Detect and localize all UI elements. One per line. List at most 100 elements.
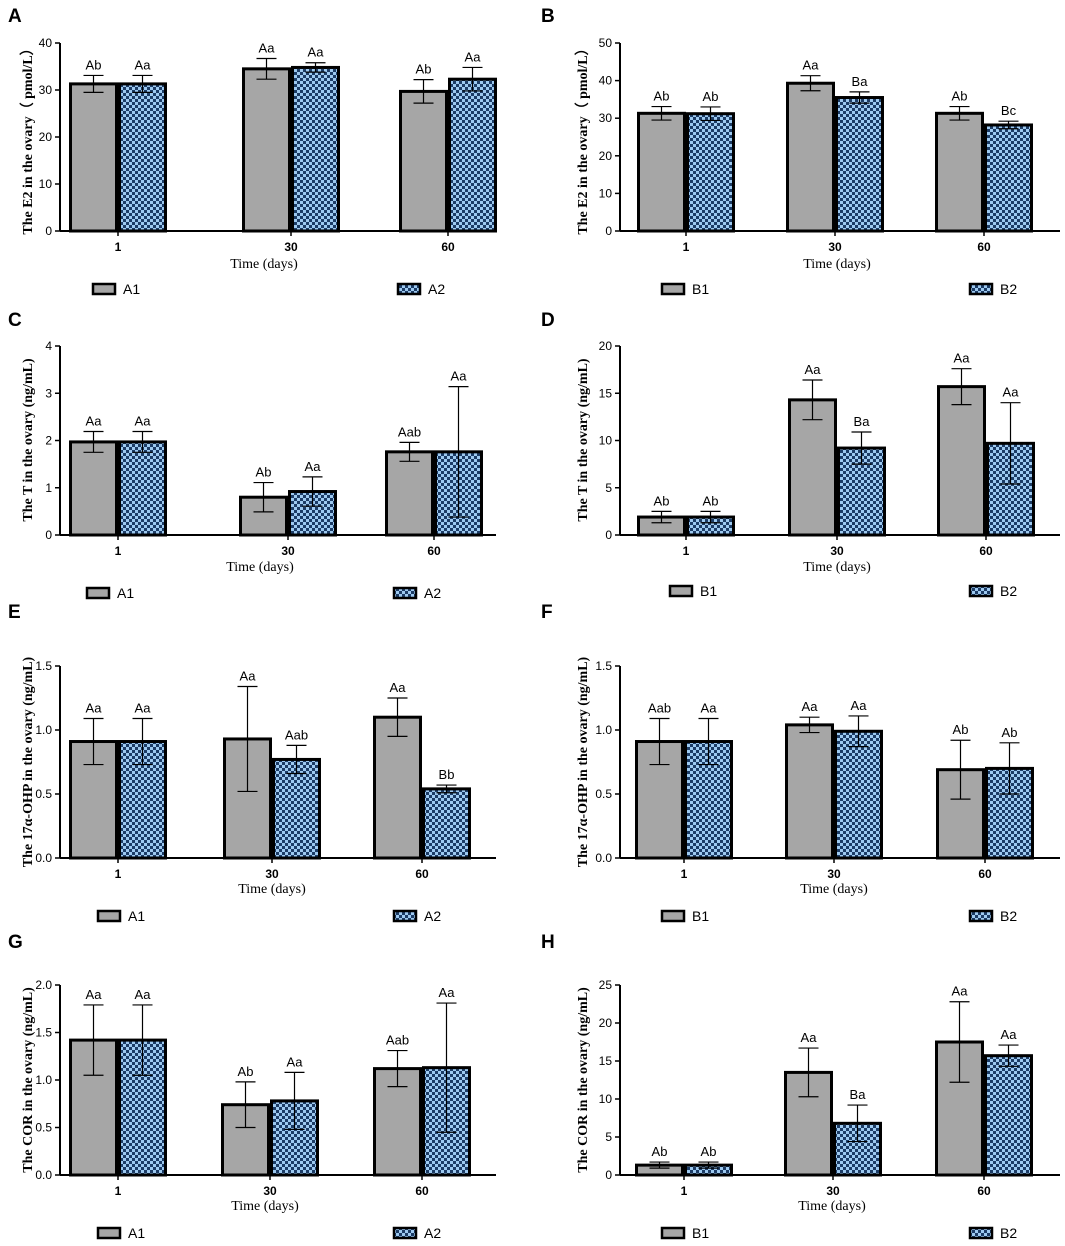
- x-axis-title: Time (days): [798, 1199, 866, 1214]
- y-tick-label: 15: [599, 1054, 613, 1068]
- significance-label: Aa: [439, 985, 456, 1000]
- x-axis-title: Time (days): [226, 560, 294, 575]
- x-tick-label: 30: [828, 240, 842, 254]
- legend-swatch: [968, 909, 994, 923]
- bar-a2-day-1: [118, 440, 167, 537]
- error-bar: [698, 717, 719, 766]
- legend-item-b1: B1: [660, 281, 709, 297]
- y-tick-label: 20: [599, 1016, 613, 1030]
- x-tick-label: 30: [263, 1184, 277, 1198]
- y-axis-title: The T in the ovary (ng/mL): [576, 358, 591, 522]
- error-bar: [649, 1161, 670, 1169]
- legend-swatch: [392, 909, 418, 923]
- error-bar: [849, 91, 870, 104]
- legend-label: A1: [128, 908, 145, 924]
- legend-item-a1: A1: [96, 908, 145, 924]
- x-tick-label: 30: [284, 240, 298, 254]
- error-bar: [651, 510, 672, 524]
- bar-b1-day-30: [786, 81, 835, 233]
- bar-b1-day-1: [637, 111, 686, 233]
- x-tick-label: 60: [979, 544, 993, 558]
- significance-label: Aa: [135, 987, 152, 1002]
- y-tick-label: 1.0: [35, 723, 52, 737]
- error-bar: [998, 120, 1019, 130]
- panel-d: D 0 5 10 15 20 1 Ab Ab 30 Aa Ba 60 Aa Aa Time (days) The…: [541, 310, 1060, 599]
- error-bar: [132, 1004, 153, 1076]
- bar-a1-day-60: [385, 450, 434, 537]
- bar-a2-day-30: [272, 757, 321, 860]
- y-axis-title: The COR in the ovary (ng/mL): [576, 987, 591, 1173]
- bar-a1-day-1: [69, 440, 118, 537]
- legend-swatch: [96, 909, 122, 923]
- error-bar: [998, 1044, 1019, 1067]
- y-axis-title: The E2 in the ovary（ pmol/L）: [20, 41, 36, 234]
- x-tick-label: 60: [427, 544, 441, 558]
- x-tick-label: 60: [415, 1184, 429, 1198]
- error-bar: [237, 685, 258, 793]
- legend-item-b2: B2: [968, 583, 1017, 599]
- y-tick-label: 20: [39, 130, 53, 144]
- error-bar: [448, 386, 469, 518]
- y-tick-label: 0: [45, 224, 52, 238]
- x-tick-label: 1: [683, 544, 690, 558]
- y-tick-label: 0: [605, 224, 612, 238]
- significance-label: Aa: [86, 414, 103, 429]
- error-bar: [950, 739, 971, 800]
- bar-b2-day-1: [684, 740, 733, 860]
- error-bar: [651, 105, 672, 121]
- bar-b2-day-60: [984, 1054, 1033, 1177]
- error-bar: [235, 1081, 256, 1129]
- y-tick-label: 0: [605, 1168, 612, 1182]
- significance-label: Aa: [805, 362, 822, 377]
- x-tick-label: 30: [265, 867, 279, 881]
- bar-b1-day-60: [935, 111, 984, 233]
- error-bar: [436, 784, 457, 794]
- significance-label: Ab: [1002, 725, 1018, 740]
- error-bar: [305, 62, 326, 73]
- significance-label: Aab: [648, 700, 671, 715]
- y-tick-label: 0.0: [595, 851, 612, 865]
- error-bar: [851, 431, 872, 465]
- bar-b1-day-30: [788, 398, 837, 537]
- significance-label: Aa: [451, 369, 468, 384]
- legend-item-a2: A2: [392, 1225, 441, 1241]
- panel-e: E 0.0 0.5 1.0 1.5 1 Aa Aa 30 Aa Aab 60 Aa Bb Time (day…: [8, 602, 496, 924]
- bar-a1-day-60: [399, 89, 448, 233]
- significance-label: Ba: [850, 1087, 867, 1102]
- legend-item-b1: B1: [668, 583, 717, 599]
- legend-label: B1: [692, 1225, 709, 1241]
- y-tick-label: 30: [39, 83, 53, 97]
- error-bar: [700, 106, 721, 122]
- x-axis-title: Time (days): [238, 882, 306, 897]
- legend-swatch: [968, 1226, 994, 1240]
- legend-swatch: [396, 282, 422, 296]
- error-bar: [387, 1049, 408, 1088]
- significance-label: Aa: [86, 987, 103, 1002]
- y-axis-title: The 17α-OHP in the ovary (ng/mL): [21, 656, 36, 867]
- error-bar: [253, 481, 274, 513]
- legend-swatch: [96, 1226, 122, 1240]
- y-tick-label: 1.0: [35, 1073, 52, 1087]
- x-tick-label: 1: [681, 867, 688, 881]
- y-tick-label: 10: [39, 177, 53, 191]
- error-bar: [848, 715, 869, 748]
- x-tick-label: 60: [441, 240, 455, 254]
- y-axis-title: The 17α-OHP in the ovary (ng/mL): [576, 656, 591, 867]
- panel-letter: B: [541, 6, 555, 27]
- x-axis-title: Time (days): [803, 560, 871, 575]
- y-tick-label: 0.5: [595, 787, 612, 801]
- significance-label: Aa: [135, 700, 152, 715]
- x-tick-label: 60: [977, 240, 991, 254]
- y-tick-label: 2.0: [35, 978, 52, 992]
- legend-label: B2: [1000, 908, 1017, 924]
- bar-b2-day-1: [686, 112, 735, 233]
- x-tick-label: 60: [415, 867, 429, 881]
- legend-swatch: [968, 584, 994, 598]
- significance-label: Aa: [308, 45, 325, 60]
- legend-label: A2: [424, 585, 441, 601]
- bar-b2-day-60: [986, 441, 1035, 537]
- error-bar: [847, 1104, 868, 1143]
- error-bar: [951, 368, 972, 406]
- error-bar: [256, 57, 277, 80]
